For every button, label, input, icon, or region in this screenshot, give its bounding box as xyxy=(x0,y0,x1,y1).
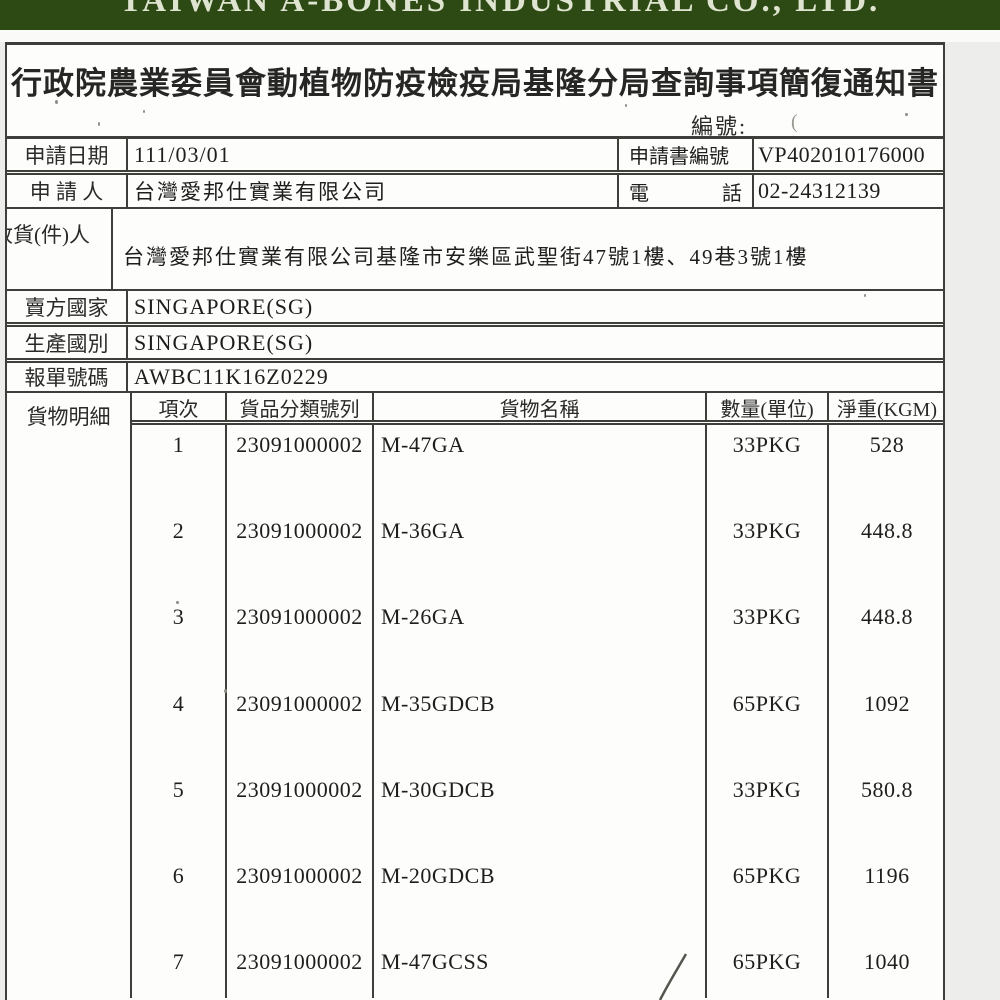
cell-item-no: 4 xyxy=(132,683,227,770)
scan-artifact-paren: ( xyxy=(791,111,798,133)
cell-classification-code: 23091000002 xyxy=(227,425,374,512)
banner-document-gap xyxy=(0,30,1000,42)
row-seller-country: 賣方國家 SINGAPORE(SG) xyxy=(7,291,943,327)
cell-classification-code: 23091000002 xyxy=(227,769,374,856)
cell-goods-name: M-20GDCB xyxy=(374,855,707,943)
application-no-label: 申請書編號 xyxy=(617,139,754,170)
cell-net-weight: 1092 xyxy=(864,690,910,716)
cell-classification-code: 23091000002 xyxy=(227,597,374,684)
header-classification-code: 貨品分類號列 xyxy=(227,393,374,422)
cell-classification-code: 23091000002 xyxy=(227,683,374,770)
cell-quantity: 65PKG xyxy=(707,942,829,998)
cell-goods-name: M-35GDCB xyxy=(374,683,707,770)
row-consignee: 收貨(件)人 台灣愛邦仕實業有限公司基隆市安樂區武聖街47號1樓、49巷3號1樓 xyxy=(7,209,943,291)
cell-item-no: 3 xyxy=(132,597,227,684)
cell-item-no: 7 xyxy=(132,942,227,998)
scan-speck xyxy=(98,122,100,126)
row-origin-country: 生產國別 SINGAPORE(SG) xyxy=(7,327,943,363)
table-row: 1 23091000002 M-47GA 33PKG 528 xyxy=(132,425,943,512)
consignee-value: 台灣愛邦仕實業有限公司基隆市安樂區武聖街47號1樓、49巷3號1樓 xyxy=(123,245,809,269)
cell-item-no: 5 xyxy=(132,769,227,856)
document-title: 行政院農業委員會動植物防疫檢疫局基隆分局查詢事項簡復通知書 xyxy=(11,66,939,101)
cell-goods-name: M-47GCSS xyxy=(374,942,707,998)
seller-country-value: SINGAPORE(SG) xyxy=(134,293,314,319)
origin-country-value: SINGAPORE(SG) xyxy=(134,329,314,355)
header-item-no: 項次 xyxy=(132,393,227,422)
document-header: 行政院農業委員會動植物防疫檢疫局基隆分局查詢事項簡復通知書 編號: ( xyxy=(7,45,943,139)
scan-speck xyxy=(224,689,227,693)
phone-value: 02-24312139 xyxy=(758,178,881,203)
cargo-detail-label: 貨物明細 xyxy=(26,405,111,429)
seller-country-label: 賣方國家 xyxy=(7,291,128,322)
pen-mark xyxy=(658,953,688,1000)
goods-table-body: 1 23091000002 M-47GA 33PKG 528 2 2309100… xyxy=(132,425,943,998)
row-applicant: 申 請 人 台灣愛邦仕實業有限公司 電 話 02-24312139 xyxy=(7,175,943,209)
serial-number-label: 編號: xyxy=(691,114,748,139)
row-apply-date: 申請日期 111/03/01 申請書編號 VP402010176000 xyxy=(7,139,943,175)
company-name: TAIWAN A-BONES INDUSTRIAL CO., LTD. xyxy=(119,0,881,19)
cell-net-weight: 448.8 xyxy=(861,604,913,630)
header-net-weight: 淨重(KGM) xyxy=(837,399,937,421)
cell-classification-code: 23091000002 xyxy=(227,942,374,998)
cell-goods-name: M-30GDCB xyxy=(374,769,707,856)
cell-net-weight: 1040 xyxy=(864,949,910,975)
cell-goods-name: M-26GA xyxy=(374,597,707,684)
applicant-label: 申 請 人 xyxy=(7,175,128,207)
cell-item-no: 2 xyxy=(132,511,227,598)
scanned-notice-document: 行政院農業委員會動植物防疫檢疫局基隆分局查詢事項簡復通知書 編號: ( 申請日期… xyxy=(5,42,945,1000)
cell-goods-name: M-36GA xyxy=(374,511,707,598)
origin-country-label: 生產國別 xyxy=(7,327,128,358)
cell-net-weight: 528 xyxy=(869,432,905,457)
consignee-label: 收貨(件)人 xyxy=(7,209,113,289)
table-row: 4 23091000002 M-35GDCB 65PKG 1092 xyxy=(132,683,943,770)
table-row: 7 23091000002 M-47GCSS 65PKG 1040 xyxy=(132,942,943,998)
cell-quantity: 33PKG xyxy=(707,597,829,684)
phone-label-right: 話 xyxy=(722,182,742,205)
table-row: 5 23091000002 M-30GDCB 33PKG 580.8 xyxy=(132,769,943,856)
goods-table-header: 項次 貨品分類號列 貨物名稱 數量(單位) 淨重(KGM) xyxy=(132,393,943,425)
application-no-value: VP402010176000 xyxy=(758,141,926,167)
cell-item-no: 1 xyxy=(132,425,227,512)
goods-table: 項次 貨品分類號列 貨物名稱 數量(單位) 淨重(KGM) 1 23091000… xyxy=(130,393,943,998)
cell-quantity: 65PKG xyxy=(707,683,829,770)
goods-section: 貨物明細 項次 貨品分類號列 貨物名稱 數量(單位) 淨重(KGM) 1 230… xyxy=(7,393,943,998)
phone-label: 電 話 xyxy=(617,175,754,207)
declaration-no-label: 報單號碼 xyxy=(7,363,128,391)
cell-net-weight: 580.8 xyxy=(861,776,913,802)
phone-label-left: 電 xyxy=(629,182,649,205)
row-declaration-no: 報單號碼 AWBC11K16Z0229 xyxy=(7,363,943,393)
table-row: 3 23091000002 M-26GA 33PKG 448.8 xyxy=(132,597,943,684)
table-row: 2 23091000002 M-36GA 33PKG 448.8 xyxy=(132,511,943,598)
apply-date-label: 申請日期 xyxy=(7,139,128,170)
declaration-no-value: AWBC11K16Z0229 xyxy=(134,364,329,389)
cell-net-weight: 448.8 xyxy=(861,518,913,544)
cell-classification-code: 23091000002 xyxy=(227,511,374,598)
cell-quantity: 33PKG xyxy=(707,769,829,856)
apply-date-value: 111/03/01 xyxy=(134,141,231,167)
cell-classification-code: 23091000002 xyxy=(227,855,374,943)
cell-net-weight: 1196 xyxy=(864,862,910,888)
scan-speck xyxy=(176,601,179,604)
company-banner: TAIWAN A-BONES INDUSTRIAL CO., LTD. xyxy=(0,0,1000,30)
cell-goods-name: M-47GA xyxy=(374,425,707,512)
scan-speck xyxy=(905,113,908,116)
header-goods-name: 貨物名稱 xyxy=(374,393,707,422)
scan-speck xyxy=(625,104,627,107)
cell-quantity: 33PKG xyxy=(707,425,829,512)
table-row: 6 23091000002 M-20GDCB 65PKG 1196 xyxy=(132,855,943,943)
cell-quantity: 33PKG xyxy=(707,511,829,598)
applicant-value: 台灣愛邦仕實業有限公司 xyxy=(134,180,387,204)
cell-quantity: 65PKG xyxy=(707,855,829,943)
cell-item-no: 6 xyxy=(132,855,227,943)
scan-speck xyxy=(55,100,58,104)
header-quantity-unit: 數量(單位) xyxy=(707,393,829,422)
scan-speck xyxy=(143,110,145,113)
scan-speck xyxy=(864,294,866,297)
